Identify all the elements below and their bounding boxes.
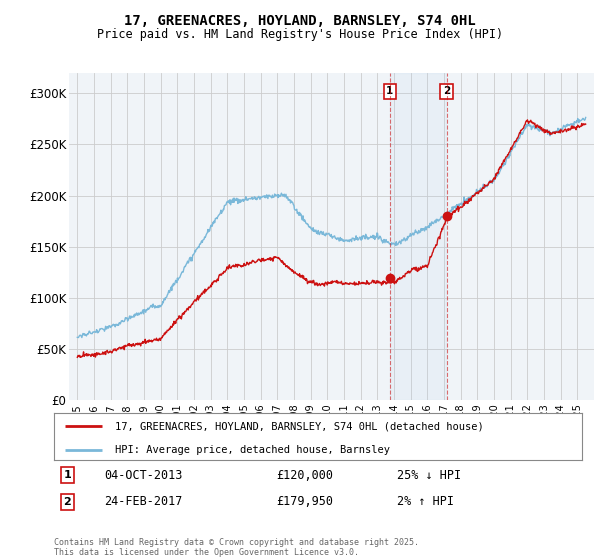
Text: 24-FEB-2017: 24-FEB-2017 <box>104 496 182 508</box>
Text: 04-OCT-2013: 04-OCT-2013 <box>104 469 182 482</box>
Bar <box>390 73 446 400</box>
Text: 2% ↑ HPI: 2% ↑ HPI <box>397 496 454 508</box>
Text: 17, GREENACRES, HOYLAND, BARNSLEY, S74 0HL: 17, GREENACRES, HOYLAND, BARNSLEY, S74 0… <box>124 14 476 28</box>
Text: £179,950: £179,950 <box>276 496 333 508</box>
Text: 17, GREENACRES, HOYLAND, BARNSLEY, S74 0HL (detached house): 17, GREENACRES, HOYLAND, BARNSLEY, S74 0… <box>115 421 484 431</box>
Text: £120,000: £120,000 <box>276 469 333 482</box>
Text: 25% ↓ HPI: 25% ↓ HPI <box>397 469 461 482</box>
Text: Contains HM Land Registry data © Crown copyright and database right 2025.
This d: Contains HM Land Registry data © Crown c… <box>54 538 419 557</box>
Text: 1: 1 <box>386 86 394 96</box>
Text: Price paid vs. HM Land Registry's House Price Index (HPI): Price paid vs. HM Land Registry's House … <box>97 28 503 41</box>
Text: 2: 2 <box>443 86 450 96</box>
Text: 2: 2 <box>64 497 71 507</box>
Text: HPI: Average price, detached house, Barnsley: HPI: Average price, detached house, Barn… <box>115 445 390 455</box>
Text: 1: 1 <box>64 470 71 480</box>
